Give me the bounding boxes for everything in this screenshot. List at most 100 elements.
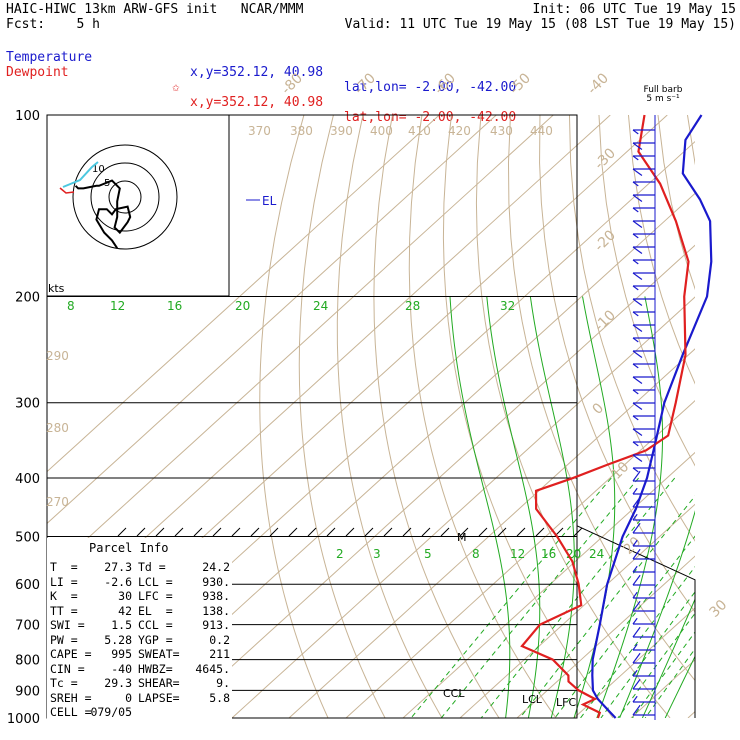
mixing-ratio-label: 20 <box>235 299 250 313</box>
parcel-param-value: 29.3 <box>104 676 132 690</box>
hatch-mark <box>174 527 184 537</box>
mixing-ratio-label: 24 <box>589 547 604 561</box>
dewpoint-star-icon: ✩ <box>172 80 180 95</box>
hodograph-trace <box>74 179 132 249</box>
moist-adiabat-line <box>449 296 511 718</box>
dry-adiabat-line <box>539 115 695 613</box>
parcel-param-name: LI = <box>50 574 78 589</box>
parcel-param-value: 5.8 <box>209 690 230 705</box>
legend-temperature-latlon: lat,lon= -2.00, -42.00 <box>344 80 517 95</box>
isotherm-label: -50 <box>507 70 534 97</box>
isotherm-line <box>516 555 695 718</box>
wind-barb-flag <box>632 454 643 463</box>
isotherm-label: -60 <box>432 70 459 97</box>
parcel-param-name: CCL = <box>138 618 173 632</box>
wind-barb-flag <box>632 678 641 690</box>
parcel-param-name: TT = <box>50 603 78 618</box>
wind-barb-flag <box>632 591 638 599</box>
hatch-mark <box>440 527 450 537</box>
isotherm-line <box>231 296 695 718</box>
isotherm-line <box>459 503 695 718</box>
pressure-tick-label: 200 <box>15 291 40 306</box>
hodograph-upper-trace <box>62 161 99 188</box>
plot-frame <box>46 114 578 719</box>
hatch-mark <box>288 527 298 537</box>
isotherm-label: -70 <box>352 70 379 97</box>
profile-dewpoint <box>520 114 690 719</box>
mixing-ratio-label: 24 <box>313 299 328 313</box>
mixing-ratio-line <box>644 648 695 718</box>
dry-adiabat-line <box>373 115 500 718</box>
legend-dewpoint-label: Dewpoint <box>6 65 69 80</box>
wind-barb-flag <box>632 522 641 534</box>
theta-label: 390 <box>330 124 353 138</box>
wind-barb-flag <box>632 337 639 343</box>
hatch-mark <box>155 527 165 537</box>
isotherm-line <box>345 400 695 718</box>
parcel-info-panel: Parcel Info T = 27.3 Td = 24.2 LI = -2.6 LCL =… <box>47 538 232 736</box>
background-lines <box>47 115 740 718</box>
parcel-param-name: SREH = <box>50 690 92 705</box>
pressure-tick-label: 700 <box>15 619 40 634</box>
hatch-mark <box>516 527 526 537</box>
theta-label: 270 <box>46 495 69 509</box>
wind-barb-flag <box>632 285 639 291</box>
parcel-param-name: EL = <box>138 603 173 618</box>
parcel-param-name: Td = <box>138 560 166 574</box>
isotherm-label: -80 <box>279 70 306 97</box>
parcel-param-name: YGP = <box>138 632 173 647</box>
wind-barb-flag <box>632 441 639 447</box>
parcel-param-name: HWBZ= <box>138 661 173 676</box>
parcel-param-value: -2.6 <box>104 574 132 589</box>
wind-barb-flag <box>632 207 639 213</box>
parcel-param-value: 913. <box>202 618 230 632</box>
dry-adiabat-line <box>568 115 695 542</box>
parcel-param-value: 930. <box>202 574 230 589</box>
header-right: Init: 06 UTC Tue 19 May 15 Valid: 11 UTC… <box>250 2 736 32</box>
theta-label: 370 <box>248 124 271 138</box>
parcel-param-name: SWEAT= <box>138 647 180 661</box>
dry-adiabat-line <box>442 115 614 718</box>
parcel-param-value: 079/05 <box>90 705 132 719</box>
plot-frame-extension <box>576 525 696 718</box>
moist-adiabat-line <box>641 598 695 718</box>
wind-barb-flag <box>632 470 641 482</box>
wind-barb-flag <box>632 233 639 239</box>
parcel-param-name: LAPSE= <box>138 690 180 705</box>
mixing-ratio-label: 12 <box>510 547 525 561</box>
dry-adiabat-line <box>408 115 557 718</box>
moist-adiabat-line <box>596 296 664 718</box>
parcel-param-value: 211 <box>209 647 230 661</box>
hatch-mark <box>269 527 279 537</box>
wind-barb-flag <box>632 695 638 703</box>
parcel-param-value: 30 <box>118 589 132 603</box>
wind-barb-flag <box>632 350 643 359</box>
hatch-mark <box>231 527 241 537</box>
theta-label: 280 <box>46 421 69 435</box>
lcl-label: LCL <box>522 693 543 706</box>
mixing-ratio-line <box>632 631 695 718</box>
wind-barb-flag <box>632 704 641 716</box>
parcel-param-name: LFC = <box>138 589 173 603</box>
parcel-param-value: 27.3 <box>104 560 132 574</box>
hatch-mark <box>307 527 317 537</box>
isotherm-line <box>630 659 695 718</box>
hatch-mark <box>478 527 488 537</box>
isotherm-line <box>47 115 440 473</box>
dry-adiabat-line <box>717 115 740 718</box>
el-label: EL <box>262 194 277 208</box>
pressure-tick-label: 500 <box>15 530 40 545</box>
wind-barb-flag <box>632 428 643 437</box>
mixing-ratio-label: 32 <box>500 299 515 313</box>
wind-barb-flag <box>632 617 638 625</box>
wind-barb-flag <box>632 669 638 677</box>
parcel-param-value: -40 <box>111 661 132 676</box>
parcel-info-title: Parcel Info <box>89 541 169 555</box>
parcel-param-name: T = <box>50 560 78 574</box>
wind-barb-flag <box>632 311 639 317</box>
theta-label: 440 <box>530 124 553 138</box>
legend-temperature-label: Temperature <box>6 50 93 65</box>
isotherm-line <box>288 348 695 718</box>
wind-barb-flag <box>632 129 639 135</box>
